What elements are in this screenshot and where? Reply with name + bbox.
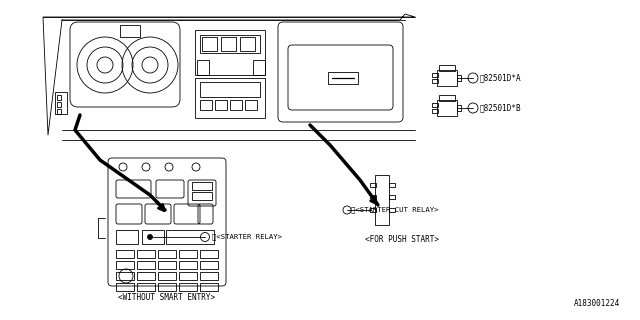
Text: <WITHOUT SMART ENTRY>: <WITHOUT SMART ENTRY>: [118, 293, 216, 302]
Bar: [179, 261, 197, 269]
Bar: [57, 109, 61, 114]
Text: <FOR PUSH START>: <FOR PUSH START>: [365, 236, 439, 244]
Bar: [432, 109, 438, 113]
Bar: [432, 103, 438, 107]
Bar: [55, 92, 67, 114]
Bar: [166, 230, 214, 244]
Bar: [370, 208, 376, 212]
Bar: [230, 100, 242, 110]
Bar: [215, 100, 227, 110]
Bar: [370, 195, 376, 199]
Bar: [240, 37, 255, 51]
Bar: [116, 261, 134, 269]
Bar: [200, 261, 218, 269]
Bar: [202, 37, 217, 51]
Bar: [195, 78, 265, 118]
Bar: [142, 230, 164, 244]
Bar: [245, 100, 257, 110]
Bar: [192, 182, 212, 190]
Bar: [116, 250, 134, 258]
Bar: [375, 175, 389, 225]
Bar: [432, 79, 438, 83]
Bar: [137, 261, 155, 269]
Bar: [437, 100, 457, 116]
Text: ①82501D*A: ①82501D*A: [480, 74, 522, 83]
Bar: [200, 35, 260, 53]
Bar: [116, 272, 134, 280]
Bar: [137, 250, 155, 258]
Bar: [200, 272, 218, 280]
Bar: [116, 283, 134, 291]
Bar: [179, 283, 197, 291]
Bar: [200, 250, 218, 258]
Bar: [432, 73, 438, 77]
Bar: [200, 100, 212, 110]
Bar: [253, 60, 265, 75]
Bar: [158, 272, 176, 280]
Bar: [457, 105, 461, 111]
Bar: [120, 25, 140, 37]
Bar: [179, 250, 197, 258]
Bar: [137, 283, 155, 291]
Bar: [370, 183, 376, 187]
Bar: [116, 230, 138, 244]
Bar: [439, 65, 455, 71]
Bar: [158, 283, 176, 291]
Bar: [57, 95, 61, 100]
Text: ②82501D*B: ②82501D*B: [480, 103, 522, 113]
Bar: [158, 250, 176, 258]
Bar: [137, 272, 155, 280]
Bar: [389, 208, 395, 212]
Bar: [179, 272, 197, 280]
Bar: [389, 195, 395, 199]
Bar: [389, 183, 395, 187]
Bar: [200, 283, 218, 291]
Bar: [197, 60, 209, 75]
Bar: [192, 192, 212, 200]
Text: ②<STARTER CUT RELAY>: ②<STARTER CUT RELAY>: [351, 207, 438, 213]
Bar: [221, 37, 236, 51]
Bar: [328, 72, 358, 84]
Bar: [195, 30, 265, 75]
Bar: [158, 261, 176, 269]
Bar: [200, 82, 260, 97]
Bar: [437, 70, 457, 86]
Text: ①<STARTER RELAY>: ①<STARTER RELAY>: [212, 234, 282, 240]
Circle shape: [147, 235, 152, 239]
Bar: [57, 102, 61, 107]
Text: A183001224: A183001224: [573, 299, 620, 308]
Bar: [457, 75, 461, 81]
Bar: [439, 95, 455, 101]
